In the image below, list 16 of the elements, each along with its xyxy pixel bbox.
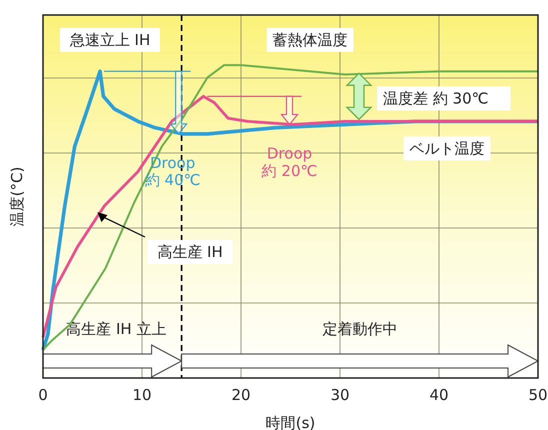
x-tick-label: 30 bbox=[330, 386, 350, 404]
annotation: Droop 約 20℃ bbox=[262, 144, 318, 180]
y-axis-title: 温度(°C) bbox=[8, 166, 26, 226]
x-axis-title: 時間(s) bbox=[266, 414, 316, 430]
x-tick-label: 50 bbox=[528, 386, 548, 404]
annotation: 高生産 IH 立上 bbox=[66, 320, 166, 338]
text: 急速立上 IH bbox=[68, 31, 150, 49]
x-tick-label: 40 bbox=[429, 386, 449, 404]
x-tick-label: 20 bbox=[231, 386, 251, 404]
series-label: 蓄熱体温度 bbox=[272, 31, 348, 49]
annotation: 高生産 IH bbox=[157, 243, 223, 261]
annotation: 定着動作中 bbox=[322, 320, 398, 338]
x-tick-label: 0 bbox=[38, 386, 48, 404]
annotation: 温度差 約 30℃ bbox=[383, 89, 488, 108]
x-tick-label: 10 bbox=[132, 386, 152, 404]
annotation: ベルト温度 bbox=[410, 139, 484, 158]
